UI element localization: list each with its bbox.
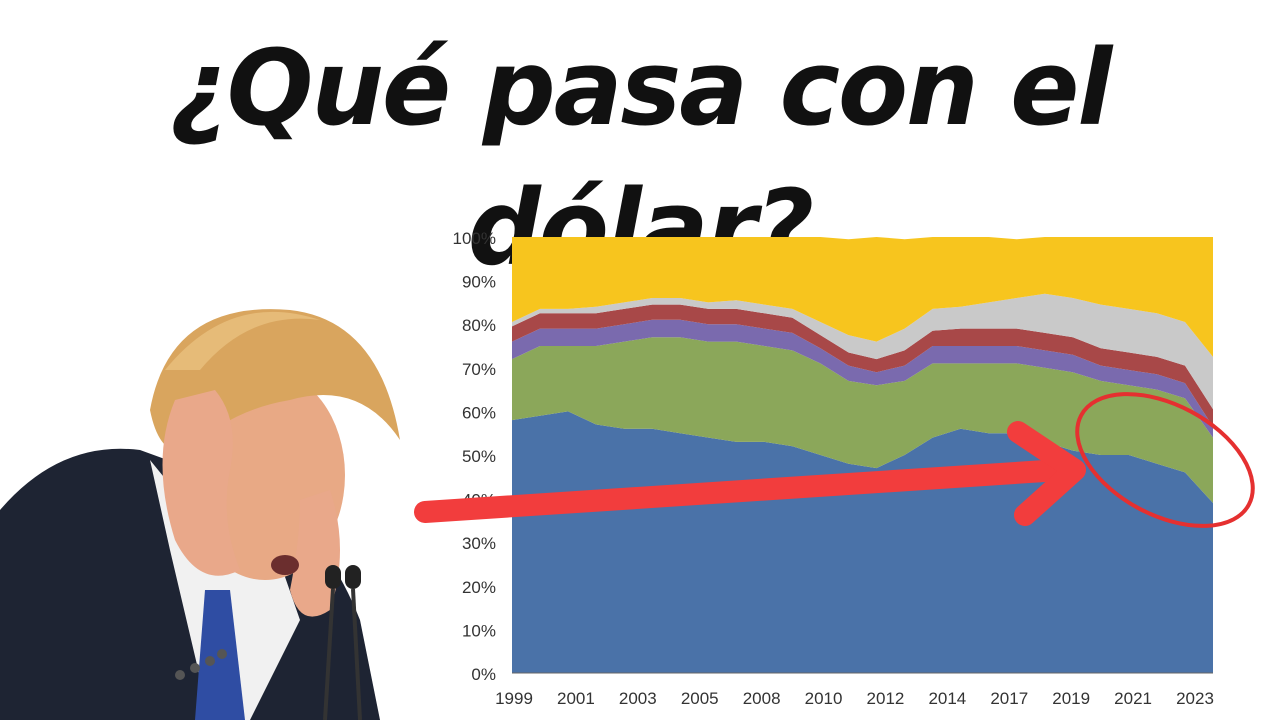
x-tick-label: 2014 <box>928 689 966 708</box>
y-tick-label: 90% <box>462 273 496 292</box>
x-tick-label: 2005 <box>681 689 719 708</box>
x-tick-label: 2010 <box>805 689 843 708</box>
area-series-red <box>512 304 1213 427</box>
x-tick-label: 1999 <box>495 689 533 708</box>
x-tick-label: 2003 <box>619 689 657 708</box>
y-tick-label: 10% <box>462 621 496 640</box>
x-tick-label: 2023 <box>1176 689 1214 708</box>
y-tick-label: 40% <box>462 491 496 510</box>
y-tick-label: 20% <box>462 578 496 597</box>
headline-title: ¿Qué pasa con el dólar? <box>169 27 1113 289</box>
x-tick-label: 2001 <box>557 689 595 708</box>
man-illustration <box>0 309 400 721</box>
area-series-eur <box>512 337 1213 503</box>
x-tick-label: 2019 <box>1052 689 1090 708</box>
man-holding-head-photo <box>0 290 430 721</box>
y-tick-label: 50% <box>462 447 496 466</box>
area-series-gray <box>512 293 1213 410</box>
y-tick-label: 100% <box>453 229 496 248</box>
area-series-other <box>512 237 1213 357</box>
area-series-purple <box>512 319 1213 438</box>
x-tick-label: 2017 <box>990 689 1028 708</box>
x-tick-label: 2021 <box>1114 689 1152 708</box>
y-tick-label: 80% <box>462 316 496 335</box>
y-tick-label: 0% <box>471 665 496 684</box>
x-tick-label: 2008 <box>743 689 781 708</box>
y-tick-label: 60% <box>462 403 496 422</box>
stacked-area-chart: 0% 10% 20% 30% 40% 50% 60% 70% 80% 90% 100% 1999 200… <box>453 229 1214 708</box>
y-tick-label: 30% <box>462 534 496 553</box>
currency-reserves-chart: 0% 10% 20% 30% 40% 50% 60% 70% 80% 90% 100% 1999 200… <box>420 220 1240 720</box>
x-tick-label: 2012 <box>867 689 905 708</box>
y-tick-label: 70% <box>462 360 496 379</box>
